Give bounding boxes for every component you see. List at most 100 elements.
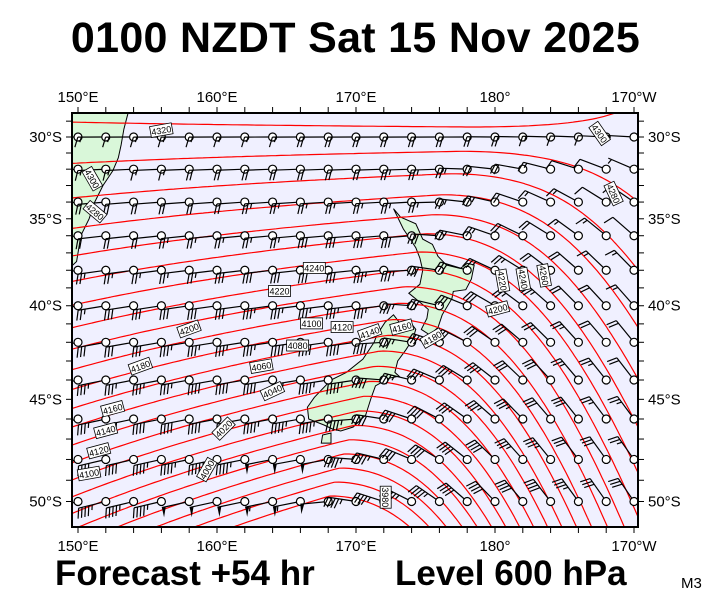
pressure-level: Level 600 hPa	[395, 554, 627, 593]
barb-feather	[115, 505, 118, 517]
barb-feather	[84, 506, 87, 517]
barb-feather	[435, 168, 440, 179]
barb-feather	[301, 383, 305, 395]
wind-barb	[350, 452, 389, 465]
barb-feather	[334, 457, 340, 469]
contour-label-text: 4240	[304, 264, 324, 274]
barb-feather	[103, 273, 107, 285]
station-circle	[601, 337, 611, 347]
barb-staff	[106, 459, 130, 467]
barb-half-feather	[500, 258, 506, 264]
station-circle	[101, 337, 111, 347]
barb-feather	[328, 169, 333, 181]
barb-staff	[556, 251, 576, 269]
stewart-island	[320, 432, 332, 444]
barb-feather	[214, 309, 218, 320]
barb-staff	[383, 201, 408, 205]
station-circle	[184, 337, 194, 347]
wind-barb	[270, 414, 305, 435]
barb-feather	[105, 507, 107, 519]
barb-staff	[498, 254, 520, 269]
right-lat-label: 35°S	[648, 211, 681, 228]
barb-feather	[163, 423, 166, 435]
wind-barb	[408, 197, 444, 213]
barb-staff	[531, 359, 549, 378]
barb-feather	[302, 423, 305, 434]
barb-feather	[213, 136, 218, 148]
barb-feather	[524, 361, 535, 368]
barb-feather	[412, 371, 421, 381]
barb-half-feather	[364, 307, 368, 314]
barb-feather	[218, 272, 222, 284]
station-circle	[240, 496, 250, 507]
station-circle	[240, 337, 250, 347]
barb-feather	[304, 272, 308, 283]
wind-barb	[186, 265, 222, 284]
station-circle	[490, 454, 500, 465]
barb-staff	[300, 201, 325, 205]
wind-barb	[185, 164, 222, 181]
station-circle	[518, 337, 528, 347]
contour-label-text: 4100	[78, 467, 99, 480]
station-circle	[240, 164, 250, 174]
barb-pennant	[189, 506, 194, 518]
barb-feather	[381, 373, 389, 384]
barb-feather	[573, 158, 581, 168]
station-circle	[212, 164, 222, 174]
barb-feather	[387, 237, 392, 248]
station-circle	[545, 197, 556, 207]
barb-half-feather	[313, 421, 315, 427]
barb-feather	[269, 170, 273, 181]
barb-staff	[474, 439, 493, 458]
barb-pennant	[245, 506, 250, 517]
barb-feather	[551, 436, 562, 442]
wind-barb	[434, 261, 472, 275]
barb-feather	[356, 169, 360, 181]
barb-feather	[579, 287, 590, 293]
contour-label-text: 4120	[332, 323, 352, 333]
barb-feather	[162, 273, 166, 284]
station-circle	[573, 454, 584, 465]
barb-staff	[133, 168, 158, 172]
wind-barb	[551, 478, 584, 507]
barb-half-feather	[552, 189, 558, 195]
barb-feather	[139, 423, 142, 434]
wind-barb	[607, 157, 638, 174]
wind-barb	[132, 454, 166, 476]
contour-label: 4120	[86, 442, 112, 460]
barb-staff	[133, 305, 158, 311]
barb-feather	[411, 136, 416, 148]
barb-half-feather	[477, 406, 483, 411]
barb-half-feather	[166, 272, 169, 279]
barb-staff	[188, 168, 214, 171]
barb-feather	[438, 366, 447, 375]
barb-feather	[323, 497, 329, 507]
barb-feather	[495, 325, 505, 333]
barb-half-feather	[554, 220, 559, 225]
barb-feather	[326, 497, 333, 508]
wind-barb	[104, 454, 139, 477]
barb-feather	[139, 383, 142, 395]
barb-feather	[581, 398, 592, 404]
station-circle	[268, 454, 278, 465]
barb-feather	[305, 308, 308, 319]
barb-feather	[158, 203, 162, 215]
barb-feather	[465, 439, 476, 446]
contour-label-text: 3980	[380, 487, 390, 507]
barb-feather	[353, 272, 357, 284]
wind-barb	[604, 249, 638, 275]
station-circle	[545, 454, 556, 465]
barb-staff	[78, 459, 103, 467]
barb-feather	[383, 169, 388, 181]
barb-feather	[129, 136, 134, 148]
barb-feather	[324, 169, 329, 181]
barb-staff	[550, 135, 575, 138]
barb-feather	[241, 136, 246, 148]
barb-feather	[166, 345, 170, 357]
barb-feather	[301, 272, 305, 284]
station-circle	[545, 301, 556, 311]
barb-feather	[523, 289, 533, 296]
barb-feather	[74, 136, 79, 148]
right-lat-label: 40°S	[648, 298, 681, 315]
barb-feather	[606, 320, 617, 326]
